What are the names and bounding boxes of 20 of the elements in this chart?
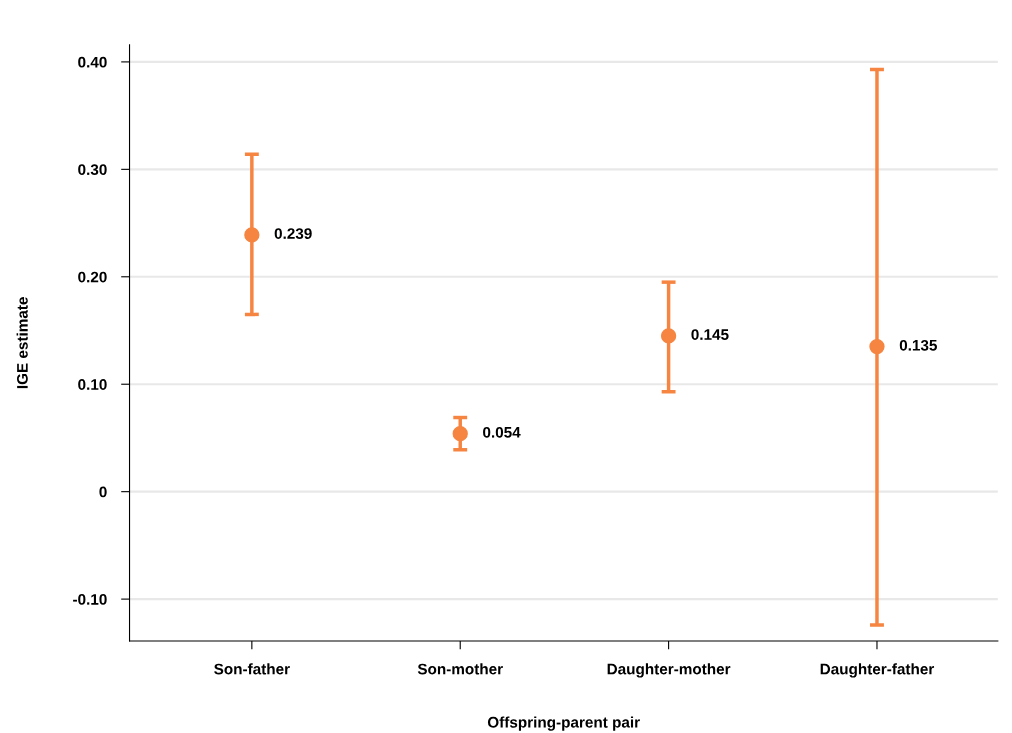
y-tick-label: 0.20	[78, 271, 107, 283]
data-label: 0.145	[691, 329, 729, 340]
x-axis-title: Offspring-parent pair	[487, 716, 640, 731]
y-tick-label: 0	[99, 486, 107, 498]
point	[452, 426, 468, 442]
y-axis-title: IGE estimate	[16, 297, 28, 389]
y-tick-label: 0.30	[78, 164, 107, 176]
x-tick-label: Son-father	[214, 663, 290, 675]
y-tick-label: 0.40	[78, 56, 107, 68]
data-label: 0.135	[899, 339, 937, 351]
point	[244, 227, 260, 243]
data-label: 0.054	[483, 426, 521, 438]
point	[660, 328, 677, 344]
y-tick-label: -0.10	[73, 593, 107, 605]
x-tick-label: Daughter-mother	[607, 663, 731, 678]
x-tick-label: Daughter-father	[820, 663, 935, 678]
data-label: 0.239	[274, 228, 312, 240]
x-tick-label: Son-mother	[417, 663, 503, 675]
point	[869, 338, 885, 355]
y-tick-label: 0.10	[78, 379, 107, 390]
